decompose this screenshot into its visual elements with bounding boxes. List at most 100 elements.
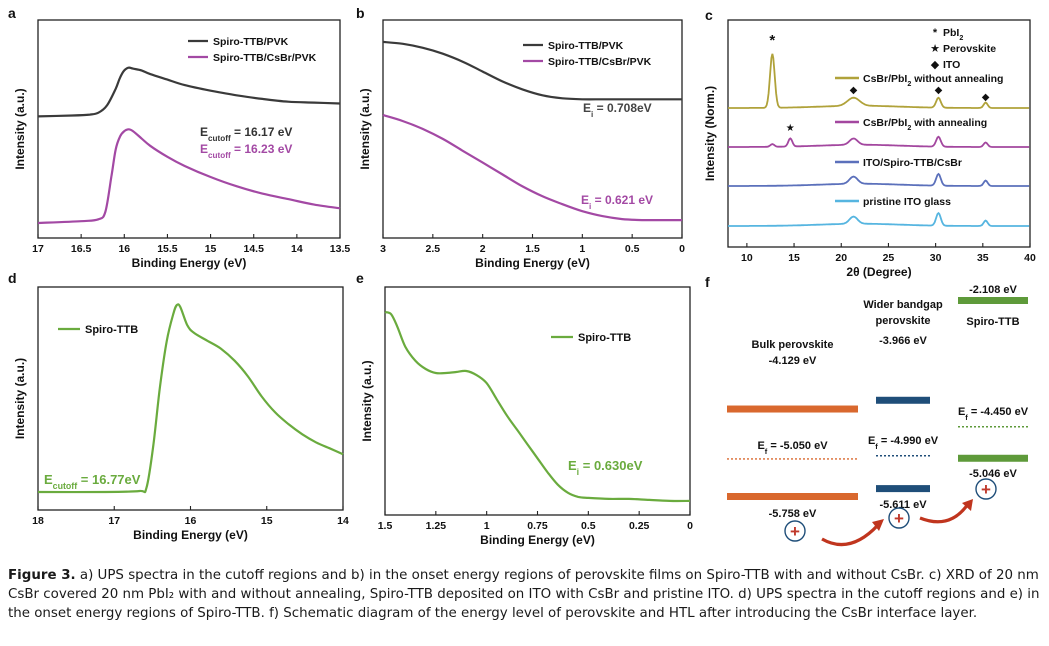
series-line-c-3 [728,211,1030,227]
series-line-b-0 [382,40,682,101]
symbol-legend-marker-c-1: ★ [930,43,940,55]
legend-label-a-1: Spiro-TTB/CsBr/PVK [213,52,317,64]
annotation-b-1: Ei = 0.621 eV [581,193,653,211]
vb-value-f-2: -5.046 eV [969,468,1017,480]
panel-label-f: f [705,274,710,290]
panel-label-c: c [705,7,713,23]
x-tick-label-c: 40 [1024,252,1036,264]
series-line-c-2 [728,172,1030,187]
vb-level-1 [876,485,930,493]
x-tick-label-c: 25 [883,252,895,264]
y-axis-label-e: Intensity (a.u.) [360,360,374,441]
x-tick-label-b: 0 [679,243,685,255]
x-tick-label-d: 18 [32,515,44,527]
x-axis-label-b: Binding Energy (eV) [475,256,590,270]
plot-frame-e [384,286,691,516]
group-name-f-2: Spiro-TTB [966,316,1019,328]
x-tick-label-b: 1 [579,243,585,255]
y-axis-label-a: Intensity (a.u.) [13,88,27,169]
x-tick-label-c: 15 [788,252,800,264]
symbol-legend-label-c-1: Perovskite [943,43,996,55]
hole-plus-1: + [894,509,904,528]
x-tick-label-a: 17 [32,243,44,255]
series-line-a-1 [37,128,341,225]
vb-level-2 [958,454,1028,462]
x-tick-label-e: 1 [484,520,490,532]
y-axis-label-b: Intensity (a.u.) [358,88,372,169]
x-tick-label-c: 30 [930,252,942,264]
cb-value-f-2: -2.108 eV [969,284,1017,296]
annotation-a-1: Ecutoff = 16.23 eV [200,142,292,160]
x-tick-label-b: 1.5 [525,243,540,255]
peak-marker-c-0: * [769,32,775,49]
x-tick-label-a: 14.5 [243,243,264,255]
legend-label-d-0: Spiro-TTB [85,324,138,336]
annotation-d-0: Ecutoff = 16.77eV [44,472,141,491]
series-label-c-1: CsBr/PbI2 with annealing [863,117,987,132]
symbol-legend-marker-c-0: * [933,27,938,39]
x-tick-label-c: 10 [741,252,753,264]
symbol-legend-label-c-2: ITO [943,59,960,71]
x-tick-label-a: 15 [205,243,217,255]
x-tick-label-b: 0.5 [625,243,640,255]
legend-label-b-1: Spiro-TTB/CsBr/PVK [548,56,652,68]
transfer-arrow-0 [821,523,880,547]
hole-circle-0 [784,520,806,542]
peak-marker-c-2: ◆ [935,85,943,96]
symbol-legend-marker-c-2: ◆ [931,59,940,71]
ef-value-f-1: Ef = -4.990 eV [868,435,939,451]
x-axis-label-a: Binding Energy (eV) [132,256,247,270]
x-tick-label-b: 2.5 [426,243,441,255]
x-axis-label-c: 2θ (Degree) [846,265,911,279]
peak-marker-c-1: ◆ [850,85,858,96]
hole-circle-2 [975,478,997,500]
x-tick-label-e: 0.75 [527,520,548,532]
x-tick-label-a: 15.5 [157,243,178,255]
x-tick-label-e: 0 [687,520,693,532]
y-axis-label-c: Intensity (Norm.) [703,86,717,181]
cb-level-0 [727,405,858,413]
transfer-arrow-1 [919,503,970,524]
group-name-f-0: Bulk perovskite [752,339,834,351]
peak-marker-c-3: ◆ [982,92,990,103]
annotation-e-0: Ei = 0.630eV [568,458,643,477]
annotation-b-0: Ei = 0.708eV [583,101,652,119]
y-axis-label-d: Intensity (a.u.) [13,358,27,439]
vb-level-0 [727,493,858,500]
x-tick-label-e: 0.5 [581,520,596,532]
cb-value-f-0: -4.129 eV [769,355,817,367]
series-label-c-3: pristine ITO glass [863,196,951,208]
hole-plus-2: + [981,480,991,499]
x-axis-label-e: Binding Energy (eV) [480,533,595,547]
x-tick-label-d: 14 [337,515,349,527]
transfer-arrow-head-0 [872,519,884,531]
ef-value-f-0: Ef = -5.050 eV [757,440,828,456]
series-label-c-0: CsBr/PbI2 without annealing [863,73,1003,88]
figure-caption: Figure 3. a) UPS spectra in the cutoff r… [8,566,1044,623]
plot-frame-a [37,19,341,239]
group-name2-f-1: perovskite [875,315,930,327]
x-tick-label-d: 17 [108,515,120,527]
hole-circle-1 [888,507,910,529]
legend-label-b-0: Spiro-TTB/PVK [548,40,624,52]
hole-plus-0: + [790,522,800,541]
transfer-arrow-head-1 [962,499,973,511]
x-tick-label-a: 16.5 [71,243,92,255]
x-tick-label-b: 3 [380,243,386,255]
series-line-d-0 [37,303,344,494]
panel-label-d: d [8,270,17,286]
series-line-c-1 [728,135,1030,148]
series-line-c-0 [728,53,1030,109]
ef-value-f-2: Ef = -4.450 eV [958,406,1029,422]
vb-value-f-1: -5.611 eV [879,499,927,511]
group-name-f-1: Wider bandgap [863,299,943,311]
caption-label: Figure 3. [8,568,76,583]
vb-value-f-0: -5.758 eV [769,508,817,520]
series-line-b-1 [382,114,682,222]
cb-level-2 [958,297,1028,304]
x-tick-label-e: 1.5 [378,520,393,532]
cb-value-f-1: -3.966 eV [879,335,927,347]
x-tick-label-a: 13.5 [330,243,351,255]
series-label-c-2: ITO/Spiro-TTB/CsBr [863,157,962,169]
x-tick-label-a: 16 [118,243,130,255]
